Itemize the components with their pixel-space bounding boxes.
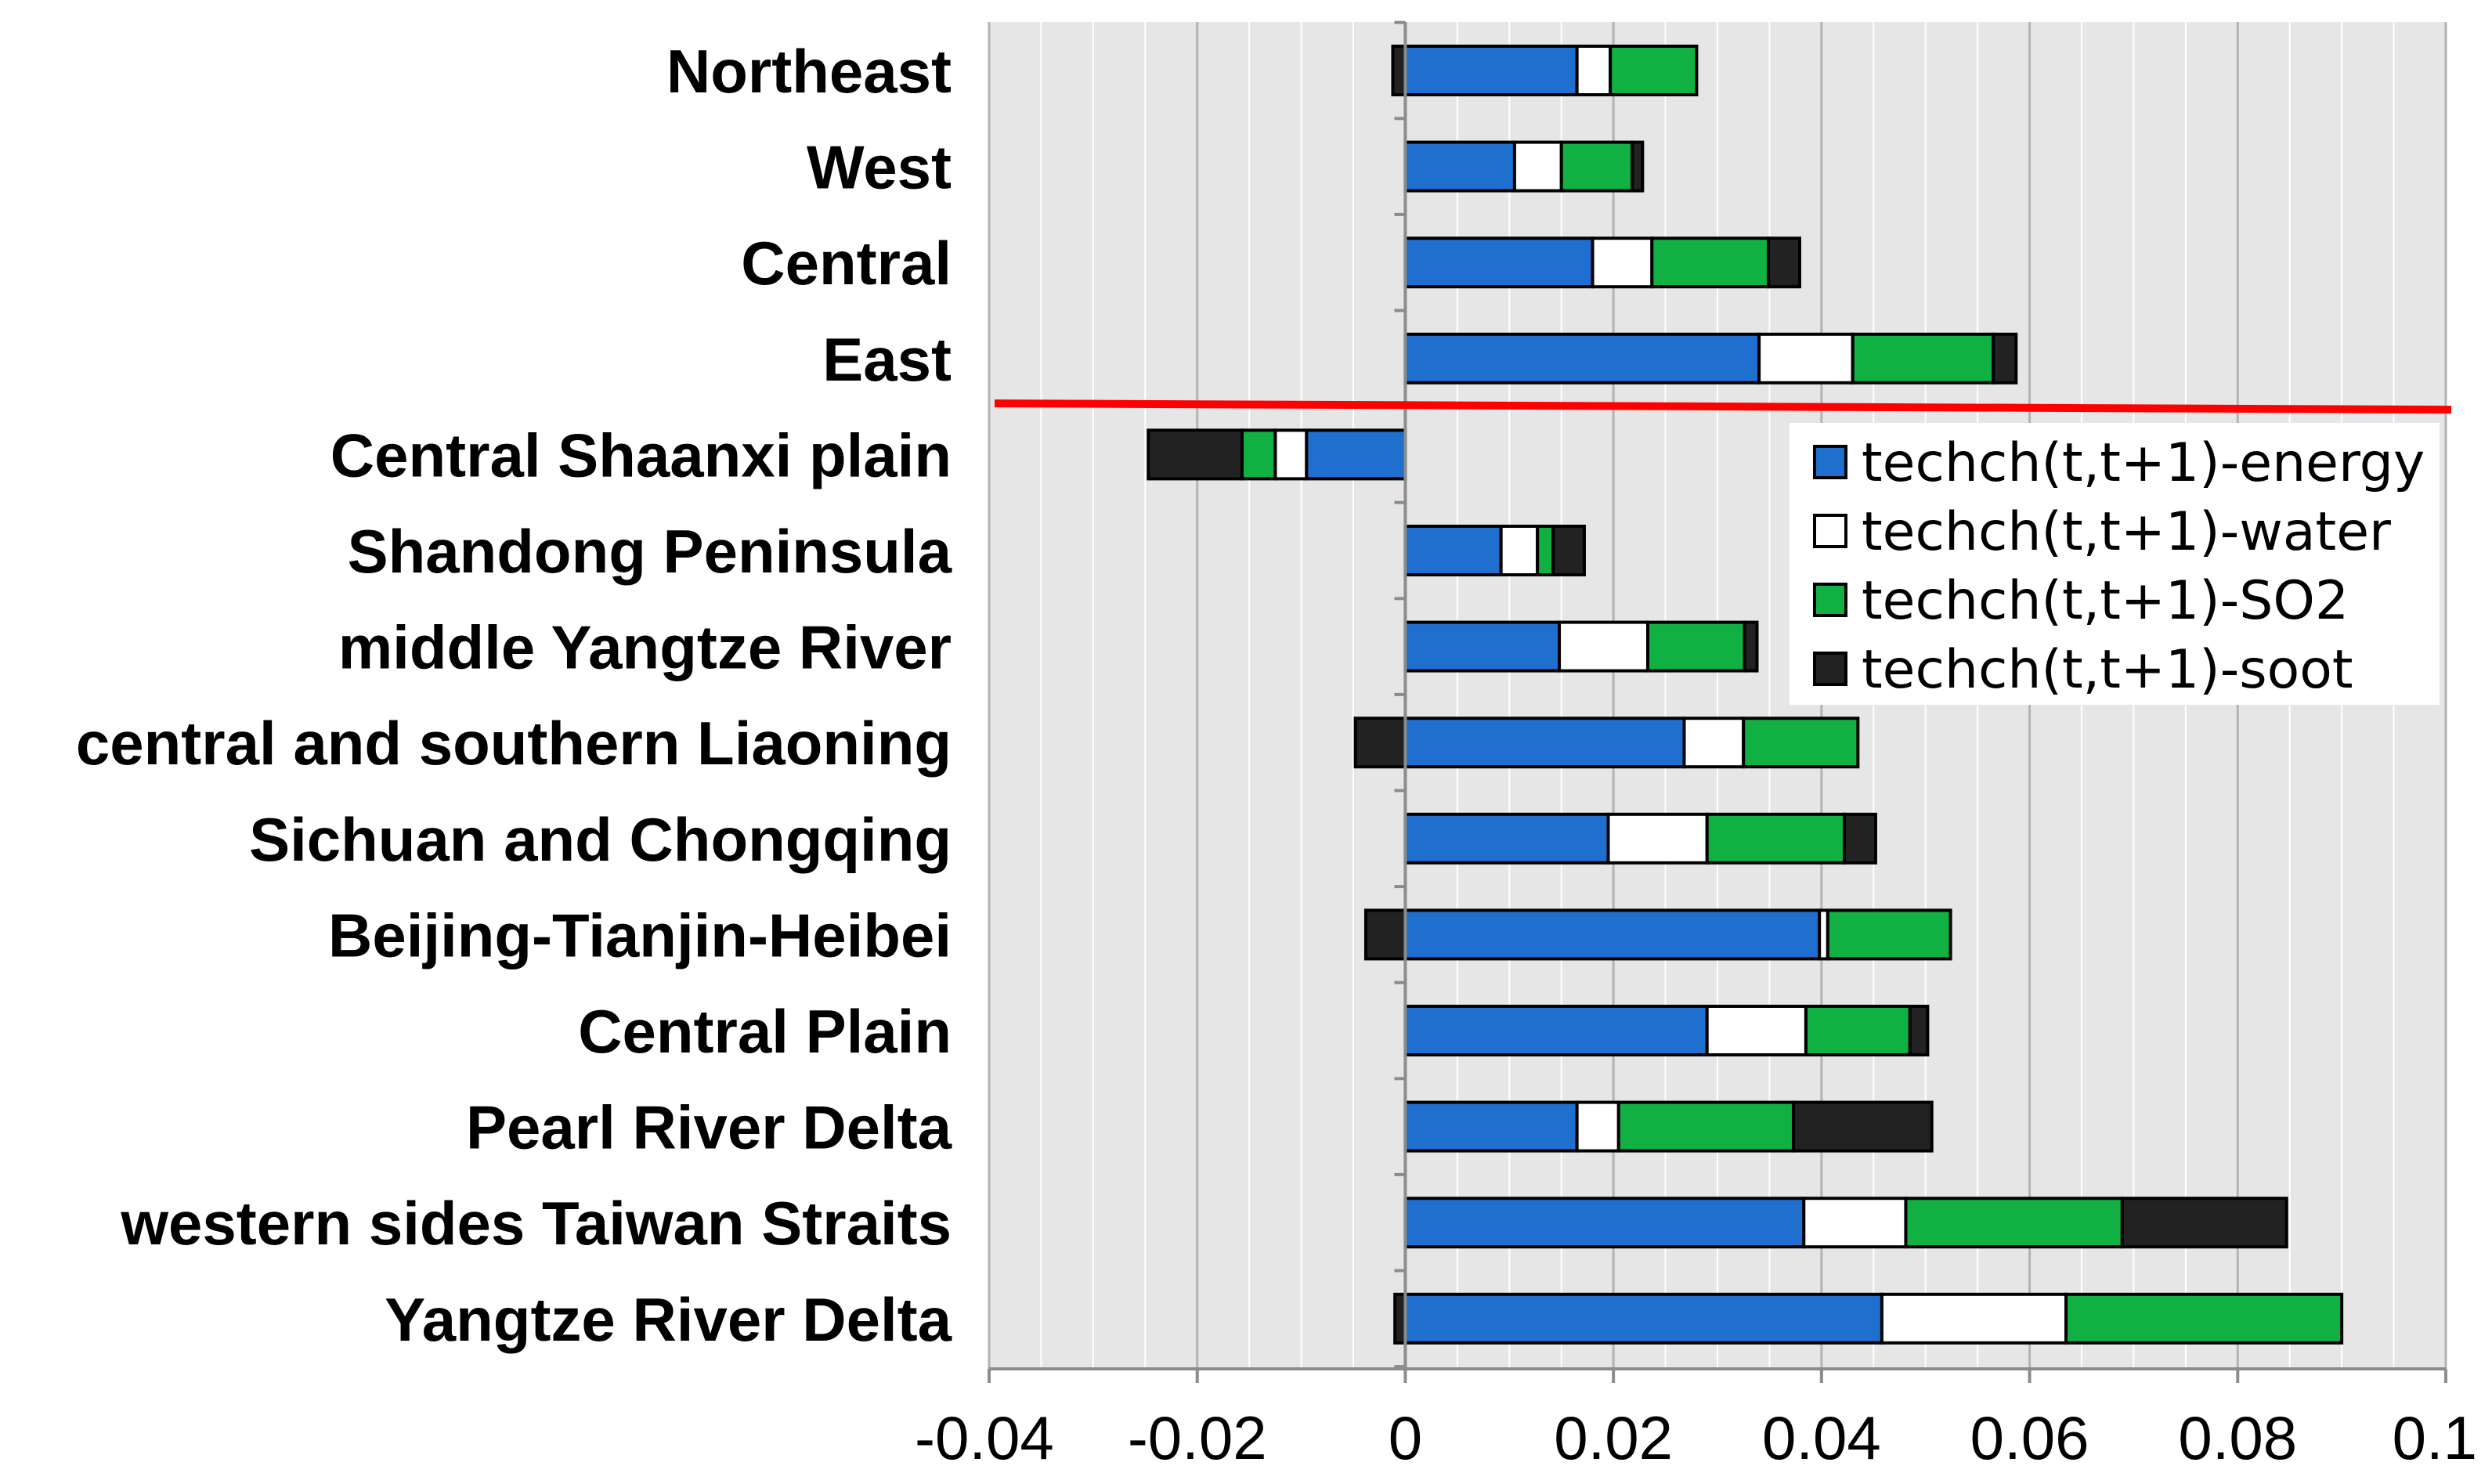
bar-segment [1742, 717, 1860, 769]
bar-segment [1558, 620, 1649, 673]
category-label: Yangtze River Delta [385, 1285, 952, 1354]
category-label: Sichuan and Chongqing [249, 805, 952, 874]
category-label: middle Yangtze River [338, 613, 952, 682]
category-label: Central Shaanxi plain [330, 421, 952, 489]
bar-segment [1403, 332, 1761, 385]
category-label: East [822, 325, 952, 394]
bar-segment [1403, 140, 1516, 193]
legend: techch(t,t+1)-energy techch(t,t+1)-water t… [1790, 423, 2440, 705]
x-tick-label: 0.04 [1762, 1403, 1881, 1472]
bar-segment [1992, 332, 2018, 385]
bar-segment [1403, 45, 1579, 96]
bar-segment [1403, 1100, 1579, 1153]
x-tick-label: -0.04 [915, 1403, 1054, 1472]
bar-segment [1616, 1100, 1795, 1153]
bar-segment [1791, 1100, 1934, 1153]
x-tick-label: 0.02 [1554, 1403, 1673, 1472]
bar-segment [1591, 237, 1654, 289]
category-label: western sides Taiwan Straits [120, 1189, 952, 1258]
bar-segment [1512, 140, 1563, 193]
x-tick-label: 0.1 [2393, 1403, 2477, 1472]
bar-segment [1609, 45, 1699, 96]
bars [1147, 45, 2344, 1345]
category-labels: Northeast West Central East Central Shaanxi … [76, 37, 952, 1354]
bar-segment [1575, 1100, 1620, 1153]
legend-swatch [1813, 445, 1847, 479]
x-tick-label: 0.06 [1970, 1403, 2089, 1472]
bar-segment [1353, 717, 1407, 769]
bar-segment [1851, 332, 1995, 385]
bar-segment [1403, 237, 1595, 289]
legend-label: techch(t,t+1)-soot [1862, 639, 2353, 701]
bar-segment [1363, 908, 1407, 961]
bar-segment [1767, 237, 1801, 289]
category-label: Beijing-Tianjin-Heibei [328, 901, 952, 969]
category-label: West [807, 133, 952, 202]
bar-segment [1559, 140, 1634, 193]
x-tick-label: 0 [1389, 1403, 1422, 1472]
legend-label: techch(t,t+1)-water [1862, 501, 2391, 563]
legend-label: techch(t,t+1)-SO2 [1862, 570, 2349, 632]
bar-segment [1705, 1005, 1808, 1056]
bar-segment [1391, 45, 1407, 96]
bar-segment [1757, 332, 1855, 385]
bar-segment [1403, 620, 1562, 673]
category-label: Central [741, 229, 952, 298]
bar-segment [1631, 140, 1645, 193]
bar-segment [2120, 1197, 2288, 1249]
bar-segment [1240, 428, 1277, 481]
bar-segment [1575, 45, 1613, 96]
bar-segment [1804, 1005, 1912, 1056]
bar-segment [1743, 620, 1759, 673]
bar-segment [1403, 525, 1503, 576]
bar-segment [1147, 428, 1244, 481]
axes: -0.04 -0.02 0 0.02 0.04 0.06 0.08 0.1 [915, 20, 2477, 1472]
legend-box [1790, 423, 2440, 705]
legend-swatch [1813, 652, 1847, 686]
category-label: central and southern Liaoning [76, 709, 952, 778]
category-label: Shandong Peninsula [348, 517, 952, 586]
category-label: Pearl River Delta [466, 1093, 952, 1162]
x-tick-label: -0.02 [1128, 1403, 1267, 1472]
legend-swatch [1813, 583, 1847, 617]
bar-segment [1536, 525, 1555, 576]
category-label: Central Plain [578, 997, 952, 1066]
bar-segment [1499, 525, 1540, 576]
bar-segment [1403, 1005, 1709, 1056]
bar-segment [1826, 908, 1952, 961]
legend-swatch [1813, 514, 1847, 548]
bar-segment [1403, 812, 1610, 865]
legend-label: techch(t,t+1)-energy [1862, 432, 2425, 494]
bar-segment [1908, 1005, 1930, 1056]
separator [994, 399, 2452, 414]
bar-segment [1403, 908, 1822, 961]
bar-segment [1273, 428, 1309, 481]
bar-segment [1551, 525, 1586, 576]
bar-segment [1403, 717, 1686, 769]
x-tick-label: 0.08 [2178, 1403, 2297, 1472]
bar-segment [1606, 812, 1709, 865]
bar-segment [2064, 1292, 2344, 1345]
bar-segment [1705, 812, 1847, 865]
bar-segment [1403, 1292, 1883, 1345]
bar-segment [1802, 1197, 1908, 1249]
bar-segment [1880, 1292, 2068, 1345]
separator-line [994, 399, 2452, 414]
bar-segment [1403, 1197, 1806, 1249]
bar-segment [1645, 620, 1746, 673]
bar-segment [1682, 717, 1746, 769]
bar-segment [1305, 428, 1407, 481]
bar-segment [1843, 812, 1877, 865]
bar-segment [1904, 1197, 2124, 1249]
category-label: Northeast [666, 37, 952, 106]
bar-segment [1650, 237, 1771, 289]
